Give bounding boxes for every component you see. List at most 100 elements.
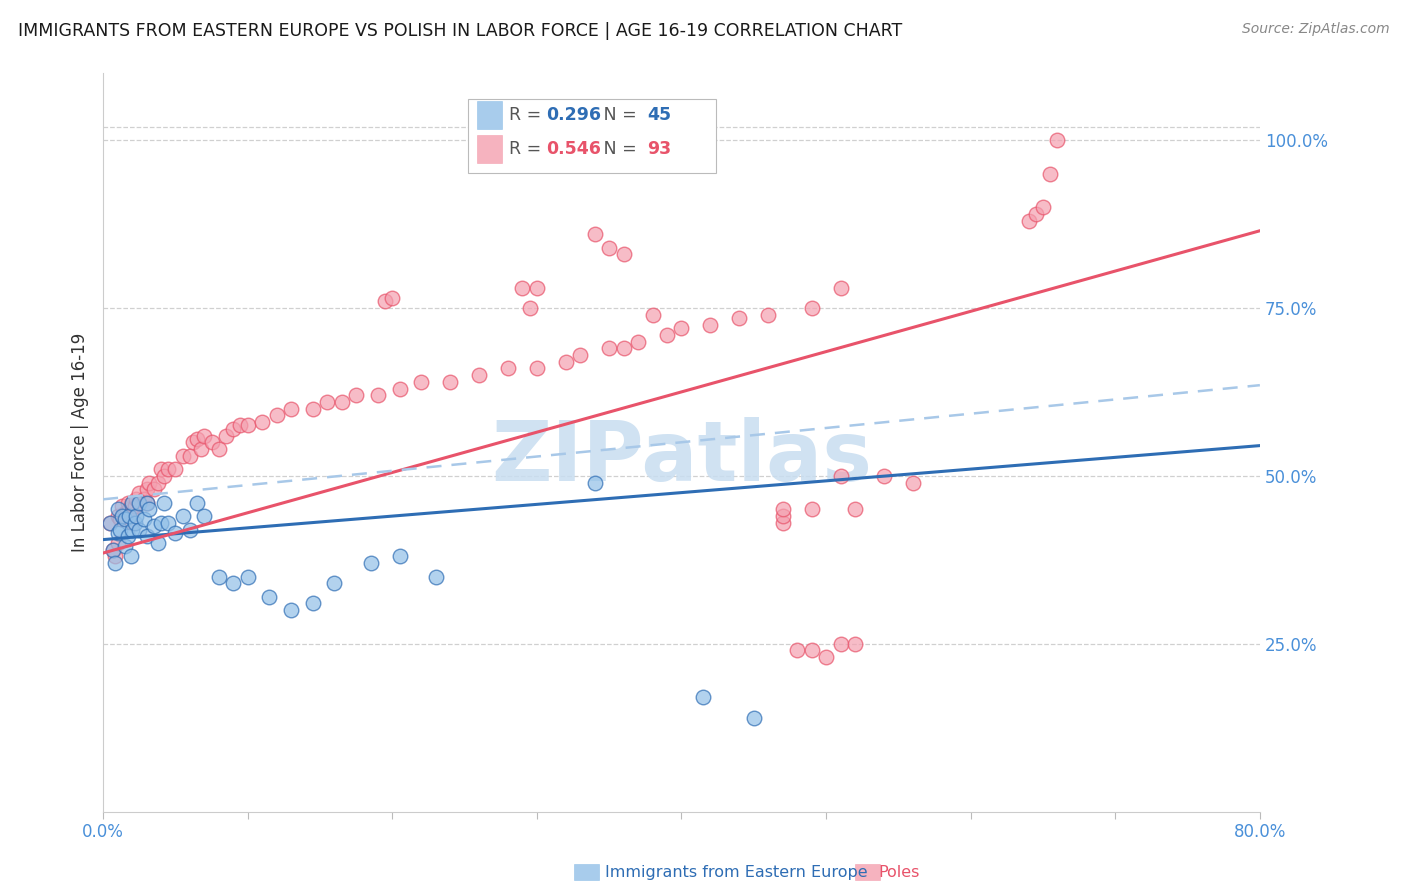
Point: [1046, 133, 1069, 147]
Point: [1039, 167, 1062, 181]
Text: 93: 93: [647, 140, 671, 158]
Point: [512, 281, 534, 295]
Point: [186, 432, 208, 446]
Point: [367, 388, 389, 402]
Bar: [477, 101, 502, 129]
Point: [200, 435, 222, 450]
Point: [186, 496, 208, 510]
Point: [526, 361, 548, 376]
Point: [107, 525, 129, 540]
Point: [118, 509, 141, 524]
Point: [699, 318, 721, 332]
Point: [98, 516, 121, 530]
Point: [901, 475, 924, 490]
Point: [111, 509, 134, 524]
Text: Source: ZipAtlas.com: Source: ZipAtlas.com: [1241, 22, 1389, 37]
Point: [142, 519, 165, 533]
Point: [266, 409, 288, 423]
Point: [598, 341, 620, 355]
Point: [135, 496, 157, 510]
Point: [388, 549, 411, 564]
Point: [613, 341, 636, 355]
Point: [280, 401, 302, 416]
Text: N =: N =: [586, 106, 643, 124]
Text: R =: R =: [509, 106, 547, 124]
Point: [583, 475, 606, 490]
Point: [301, 596, 323, 610]
Point: [103, 542, 125, 557]
Point: [149, 462, 172, 476]
Point: [411, 375, 433, 389]
Point: [128, 496, 150, 510]
Point: [124, 499, 146, 513]
Point: [132, 512, 155, 526]
Bar: [477, 135, 502, 163]
Point: [120, 549, 142, 564]
Point: [121, 523, 143, 537]
Point: [153, 468, 176, 483]
Point: [153, 496, 176, 510]
Point: [104, 549, 127, 564]
Point: [128, 485, 150, 500]
Text: ZIPatlas: ZIPatlas: [491, 417, 872, 498]
Point: [114, 506, 136, 520]
Text: Poles: Poles: [879, 865, 920, 880]
Point: [330, 395, 353, 409]
Point: [229, 418, 252, 433]
Point: [627, 334, 650, 349]
Y-axis label: In Labor Force | Age 16-19: In Labor Force | Age 16-19: [72, 333, 89, 552]
Point: [236, 418, 259, 433]
Text: IMMIGRANTS FROM EASTERN EUROPE VS POLISH IN LABOR FORCE | AGE 16-19 CORRELATION : IMMIGRANTS FROM EASTERN EUROPE VS POLISH…: [18, 22, 903, 40]
Point: [569, 348, 592, 362]
Text: N =: N =: [586, 140, 643, 158]
Point: [125, 509, 148, 524]
Bar: [574, 864, 599, 880]
Point: [222, 422, 245, 436]
Point: [121, 516, 143, 530]
Point: [117, 496, 139, 510]
Point: [250, 415, 273, 429]
Point: [692, 690, 714, 705]
Point: [149, 516, 172, 530]
Point: [179, 449, 201, 463]
Point: [671, 321, 693, 335]
Point: [114, 539, 136, 553]
Point: [800, 502, 823, 516]
Point: [132, 492, 155, 507]
Point: [181, 435, 204, 450]
Text: R =: R =: [509, 140, 547, 158]
Point: [844, 637, 866, 651]
Bar: [855, 864, 880, 880]
Point: [772, 516, 794, 530]
Point: [583, 227, 606, 241]
Point: [772, 502, 794, 516]
Point: [114, 509, 136, 524]
Point: [1018, 213, 1040, 227]
Point: [236, 569, 259, 583]
Point: [844, 502, 866, 516]
Point: [135, 496, 157, 510]
Point: [179, 523, 201, 537]
Point: [125, 492, 148, 507]
Point: [98, 516, 121, 530]
Point: [800, 301, 823, 315]
Point: [146, 475, 169, 490]
Point: [381, 291, 404, 305]
Text: Immigrants from Eastern Europe: Immigrants from Eastern Europe: [605, 865, 868, 880]
Point: [554, 354, 576, 368]
Point: [193, 509, 215, 524]
Point: [742, 710, 765, 724]
Point: [121, 496, 143, 510]
Point: [121, 496, 143, 510]
Point: [103, 542, 125, 557]
Point: [873, 468, 896, 483]
Point: [165, 462, 187, 476]
Point: [222, 576, 245, 591]
Point: [1032, 200, 1054, 214]
Point: [815, 650, 838, 665]
Point: [157, 462, 180, 476]
Point: [613, 247, 636, 261]
Text: 0.296: 0.296: [546, 106, 602, 124]
Point: [111, 499, 134, 513]
Point: [117, 529, 139, 543]
